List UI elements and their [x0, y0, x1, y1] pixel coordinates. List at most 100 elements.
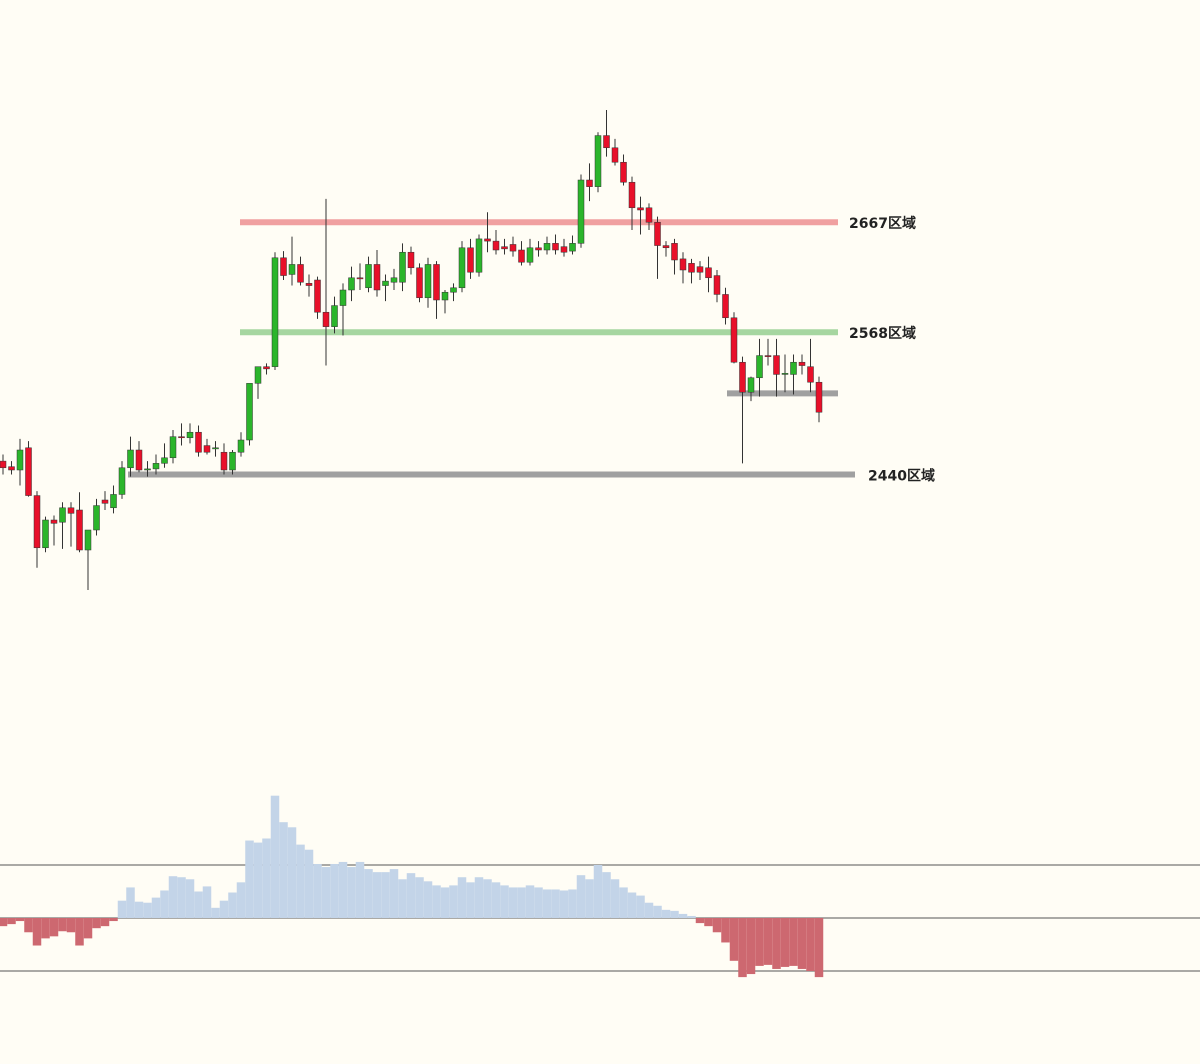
histogram-bar [296, 844, 305, 918]
histogram-bar [738, 918, 747, 978]
candle-body [246, 383, 253, 441]
candle-body [161, 457, 168, 464]
candle-body [84, 529, 92, 551]
candle-body [713, 275, 721, 295]
candle-body [756, 355, 763, 379]
candle-body [628, 181, 636, 209]
candle-body [416, 267, 423, 299]
candle-body [59, 507, 66, 523]
candle-body [552, 243, 559, 251]
histogram-bar [406, 873, 416, 918]
histogram-bar [143, 902, 152, 918]
histogram-bar [134, 901, 144, 918]
candle-body [195, 431, 202, 453]
histogram-bar [185, 879, 195, 918]
candle-body [535, 247, 542, 251]
candle-body [50, 519, 58, 524]
candle-body [603, 135, 610, 149]
histogram-bar [313, 863, 322, 918]
candle-body [696, 266, 704, 273]
histogram-bar [279, 822, 288, 918]
candle-body [781, 373, 789, 375]
candle-body [671, 243, 678, 261]
histogram-bar [474, 877, 484, 918]
histogram-bar [627, 892, 637, 918]
histogram-bar [321, 867, 331, 918]
candle-body [229, 451, 236, 471]
histogram-bar [653, 905, 662, 918]
candle-body [688, 263, 695, 273]
histogram-bar [245, 840, 254, 918]
histogram-bar [576, 875, 586, 918]
histogram-bar [661, 909, 671, 918]
histogram-bar [525, 885, 535, 918]
histogram-bar [432, 885, 441, 918]
candle-body [560, 246, 568, 253]
histogram-bar [177, 877, 186, 918]
histogram-bar [160, 890, 169, 918]
histogram-bar [15, 918, 25, 922]
histogram-bar [729, 918, 739, 961]
candle-body [76, 509, 83, 551]
histogram-bar [202, 886, 212, 918]
candle-body [467, 247, 474, 273]
candle-body [679, 258, 687, 271]
candle-body [101, 499, 109, 504]
candle-body [127, 449, 134, 469]
candle-body [662, 245, 670, 249]
level-label: 2568区域 [849, 325, 916, 342]
histogram-bar [814, 918, 824, 978]
candle-body [747, 377, 755, 393]
candle-body [705, 267, 712, 279]
histogram-bar [695, 918, 705, 924]
histogram-bar [551, 889, 560, 918]
histogram-bar [534, 887, 543, 918]
candle-body [645, 207, 653, 223]
candle-body [484, 238, 491, 242]
level-label: 2440区域 [868, 467, 935, 484]
candle-body [356, 277, 364, 280]
candle-body [739, 361, 746, 393]
candle-body [348, 277, 355, 291]
candle-body [526, 247, 534, 263]
histogram-bar [168, 876, 178, 918]
candle-body [297, 264, 304, 283]
histogram-bar [338, 861, 348, 918]
level-label: 2667区域 [849, 215, 916, 232]
candle-body [8, 466, 15, 471]
histogram-bar [585, 879, 594, 918]
histogram-bar [763, 918, 773, 965]
candle-body [365, 264, 372, 289]
candle-body [390, 277, 398, 283]
candle-body [611, 147, 619, 163]
candle-body [67, 507, 75, 514]
candle-body [458, 247, 466, 289]
histogram-bar [236, 882, 246, 918]
histogram-bar [687, 915, 696, 918]
histogram-bar [712, 918, 722, 933]
candle-body [0, 460, 7, 469]
histogram-bar [704, 918, 713, 927]
candle-body [135, 449, 143, 471]
histogram-bar [746, 918, 756, 975]
candle-body [594, 135, 602, 187]
candle-body [16, 449, 24, 471]
histogram-bar [721, 918, 730, 943]
histogram-bar [330, 863, 339, 918]
histogram-bar [372, 872, 382, 918]
histogram-bar [449, 885, 458, 918]
histogram-bar [7, 918, 16, 925]
histogram-bar [211, 907, 220, 918]
histogram-bar [75, 918, 84, 946]
histogram-bar [32, 918, 42, 946]
candle-body [322, 311, 330, 327]
candle-body [730, 317, 738, 363]
histogram-bar [262, 838, 271, 918]
candle-body [178, 436, 185, 439]
histogram-bar [517, 887, 526, 918]
histogram-bar [542, 889, 552, 918]
candle-body [509, 244, 517, 252]
histogram-bar [194, 891, 203, 918]
candle-body [93, 505, 100, 531]
candle-body [152, 463, 160, 470]
